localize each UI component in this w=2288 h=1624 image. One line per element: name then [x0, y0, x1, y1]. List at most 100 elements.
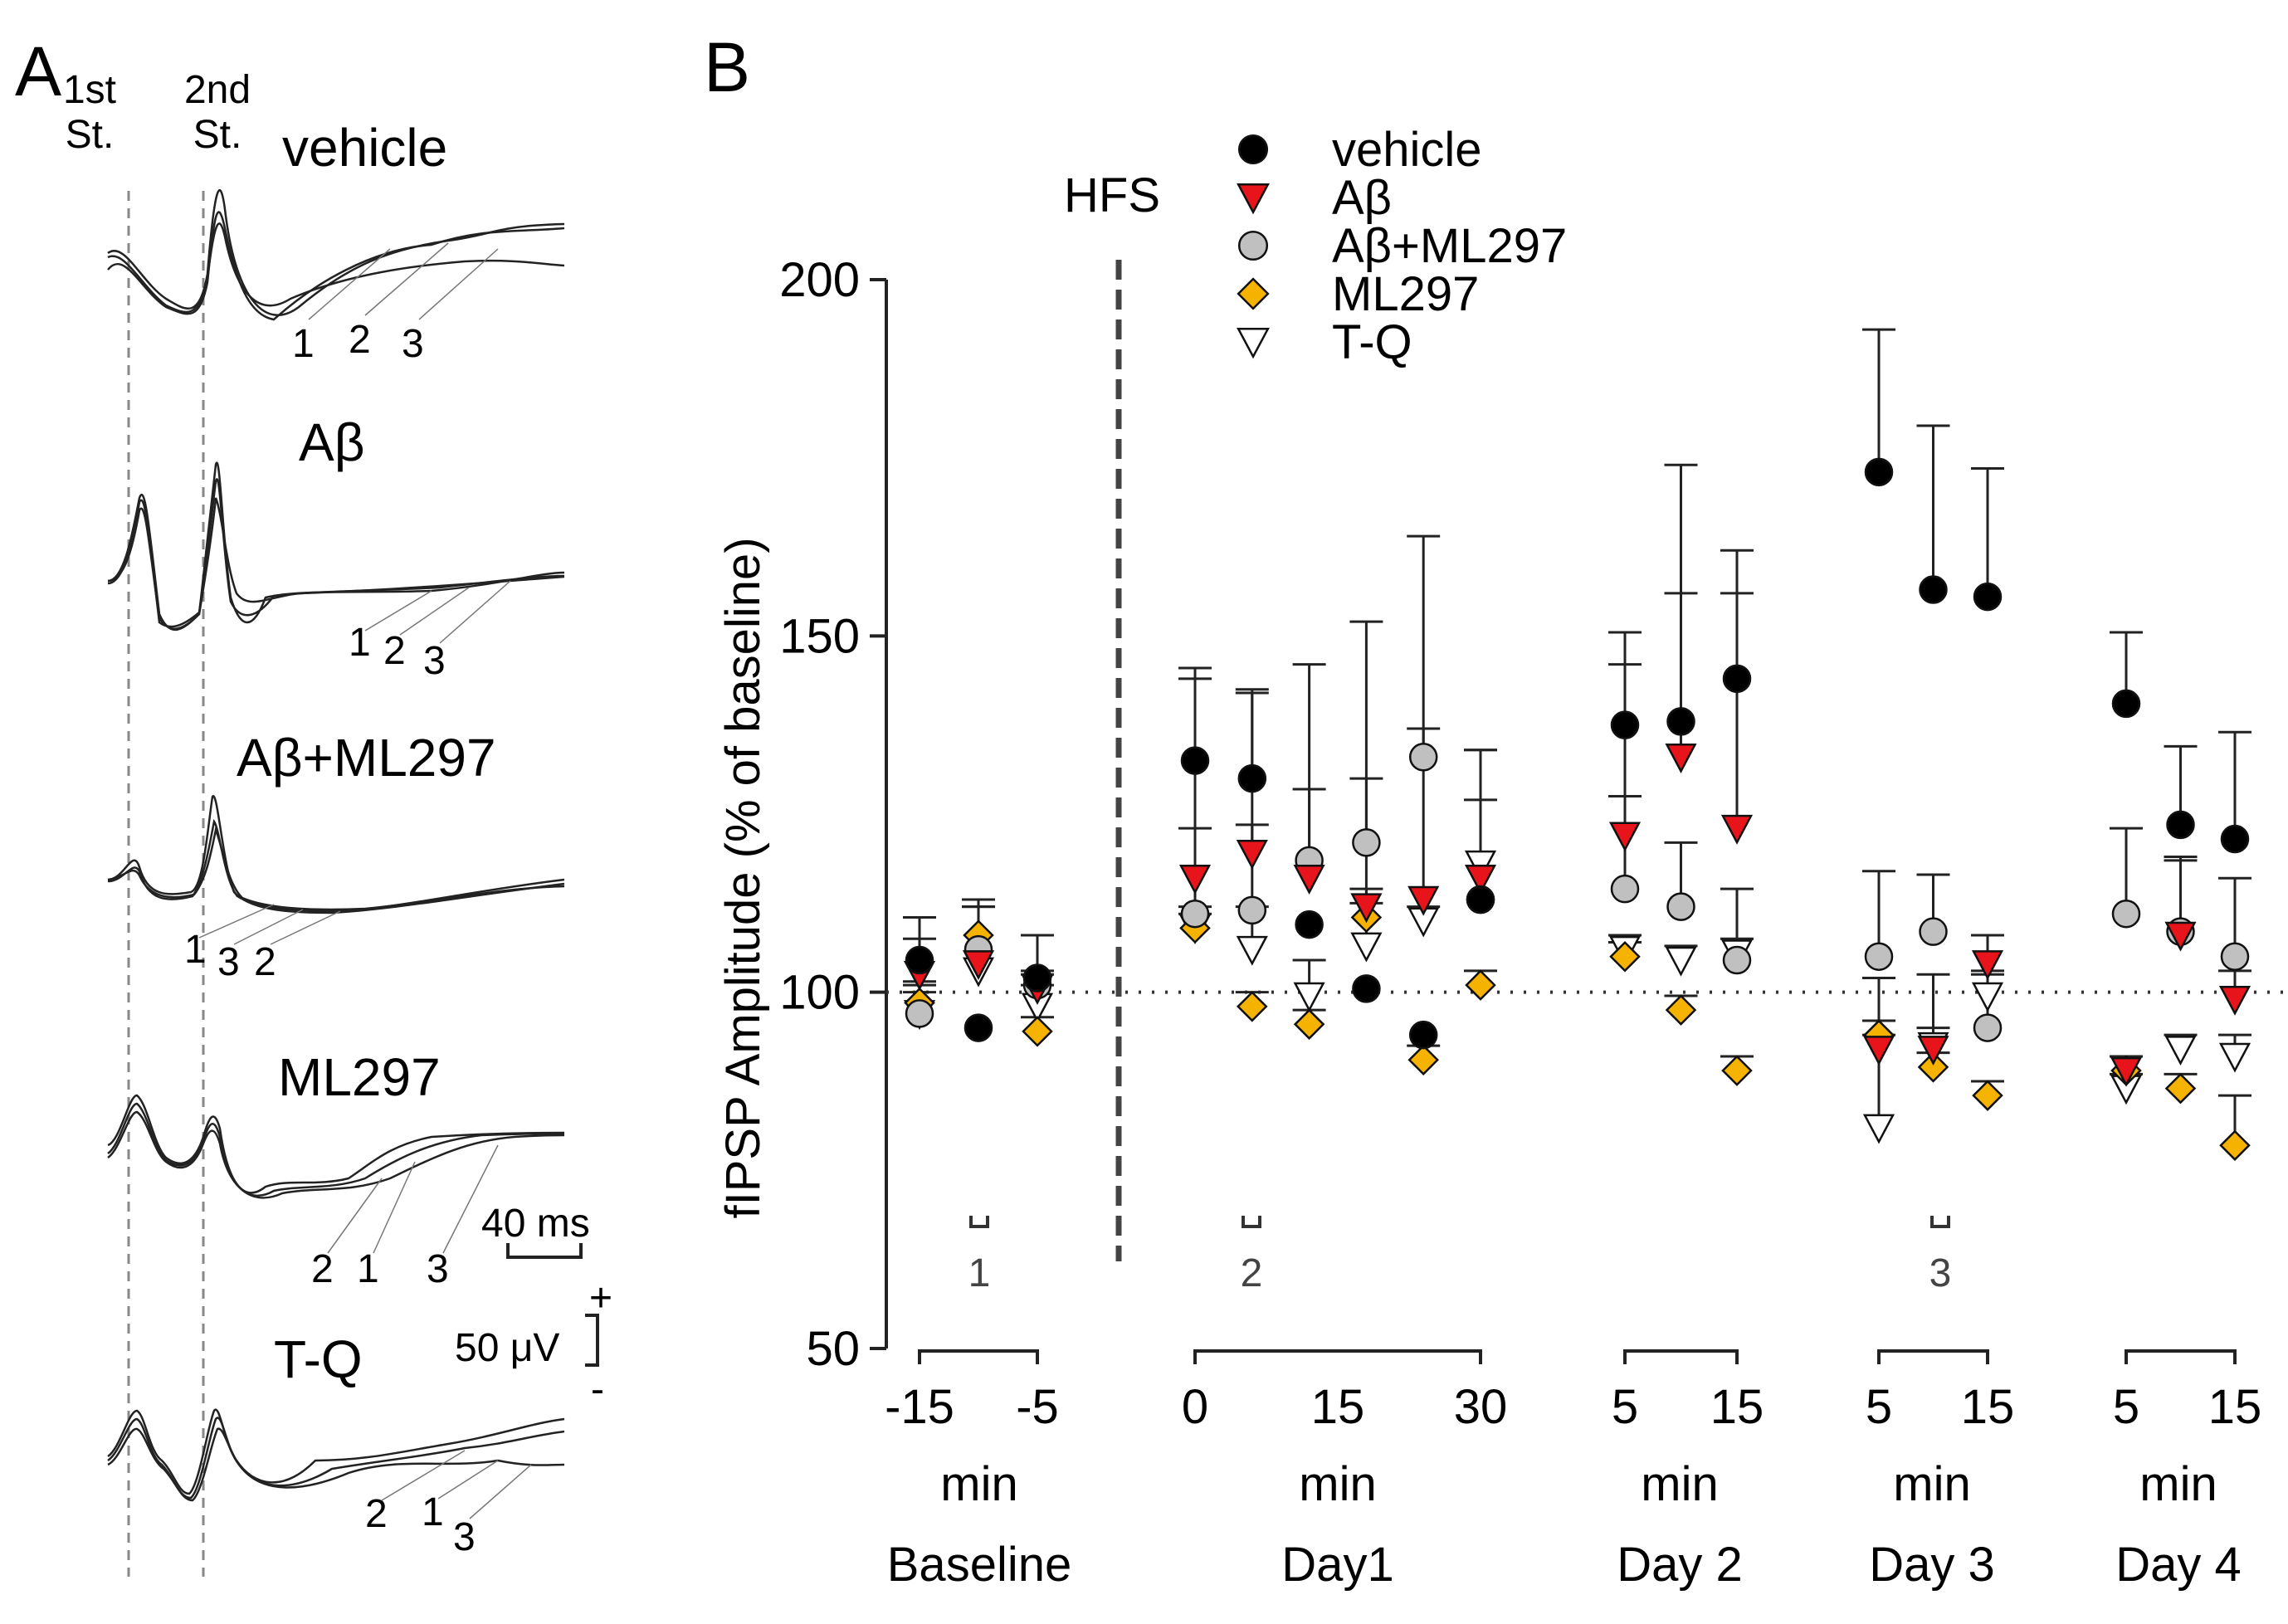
scale-time-label: 40 ms	[481, 1202, 590, 1246]
x-unit-label-day-3: min	[1893, 1457, 1970, 1511]
x-unit-label-day1: min	[1299, 1457, 1376, 1511]
traces-tq	[107, 1408, 565, 1502]
data-point-abeta	[1862, 1036, 1895, 1066]
marker-lines-abeta	[364, 580, 511, 644]
x-unit-label-day-4: min	[2139, 1457, 2217, 1511]
x-tick-label-day-2: 15	[1710, 1380, 1764, 1434]
period-label-3: 3	[1929, 1251, 1952, 1295]
data-point-vehicle	[1973, 582, 2003, 612]
x-tick-label-baseline: -15	[885, 1380, 954, 1434]
data-point-vehicle	[905, 945, 934, 975]
data-point-abeta-ml297	[1352, 828, 1381, 857]
data-point-t-q	[1862, 1114, 1895, 1144]
data-point-abeta-ml297	[1864, 942, 1894, 971]
scale-voltage-bar	[585, 1314, 599, 1367]
legend-label-abeta: Aβ	[1332, 171, 1392, 225]
trace-title-abeta: Aβ	[299, 412, 365, 472]
data-point-ml297	[1237, 991, 1268, 1022]
period-label-2: 2	[1241, 1251, 1263, 1295]
traces-abeta-ml297	[107, 795, 565, 914]
data-point-t-q	[1971, 982, 2004, 1012]
data-point-abeta-ml297	[1666, 892, 1695, 921]
panel-a-letter: A	[15, 32, 61, 110]
data-point-abeta	[1236, 839, 1268, 870]
hfs-label: HFS	[1064, 168, 1160, 222]
x-tick-label-day-3: 5	[1866, 1380, 1892, 1434]
data-point-t-q	[1236, 935, 1268, 966]
y-tick-label: 50	[806, 1322, 860, 1376]
svg-text:3: 3	[453, 1515, 476, 1559]
x-tick-label-day-4: 5	[2113, 1380, 2139, 1434]
legend-label-t-q: T-Q	[1332, 315, 1412, 369]
data-point-abeta	[1608, 822, 1642, 852]
legend-marker-t-q	[1237, 328, 1270, 359]
group-name-day-3: Day 3	[1869, 1538, 1995, 1592]
data-point-abeta	[2110, 1056, 2143, 1087]
data-point-abeta	[1350, 893, 1383, 924]
y-axis-label: fIPSP Amplitude (% of baseline)	[716, 537, 770, 1218]
panel-b-chart: B fIPSP Amplitude (% of baseline) 501001…	[704, 28, 2284, 1592]
markers-tq: 2 1 3	[365, 1490, 476, 1559]
data-point-abeta	[1720, 814, 1754, 845]
data-point-abeta-ml297	[2111, 899, 2141, 929]
svg-text:1: 1	[184, 928, 207, 972]
polarity-minus: -	[591, 1368, 604, 1412]
group-axes: -15 -5 min Baseline 0 15 30 min Day1 5 15 min Day 2 5…	[885, 1349, 2262, 1592]
legend-label-abeta-ml297: Aβ+ML297	[1332, 219, 1567, 273]
marker-lines-abeta-ml297	[198, 904, 341, 945]
x-tick-label-day1: 15	[1311, 1380, 1365, 1434]
data-point-ml297	[2164, 1072, 2197, 1105]
svg-text:3: 3	[427, 1247, 449, 1291]
data-point-t-q	[1293, 982, 1325, 1012]
data-point-ml297	[2219, 1129, 2251, 1162]
stim2-label-line2: St.	[193, 113, 242, 157]
panel-b-letter: B	[704, 28, 750, 106]
data-point-ml297	[1609, 940, 1641, 973]
data-point-abeta	[962, 950, 995, 980]
period-bracket-3	[1930, 1216, 1950, 1228]
data-point-t-q	[2164, 1036, 2197, 1066]
data-point-abeta-ml297	[1919, 917, 1948, 946]
data-point-vehicle	[1237, 763, 1267, 793]
period-bracket-1	[969, 1216, 989, 1228]
data-point-t-q	[2218, 1042, 2251, 1073]
scale-time-bar	[506, 1243, 583, 1259]
x-tick-label-baseline: -5	[1016, 1380, 1059, 1434]
data-point-abeta	[1971, 950, 2004, 980]
x-tick-label-day-4: 15	[2208, 1380, 2262, 1434]
legend-marker-abeta	[1237, 183, 1270, 215]
data-point-abeta-ml297	[2220, 942, 2250, 971]
trace-title-ml297: ML297	[278, 1047, 441, 1107]
trace-title-abeta-ml297: Aβ+ML297	[237, 728, 496, 788]
legend-marker-abeta-ml297	[1237, 230, 1269, 261]
data-point-vehicle	[2111, 689, 2141, 719]
svg-text:3: 3	[423, 639, 446, 683]
data-point-abeta	[2164, 921, 2197, 952]
data-point-abeta	[1293, 865, 1325, 895]
data-point-vehicle	[963, 1013, 993, 1042]
data-point-abeta-ml297	[1610, 874, 1640, 904]
group-bracket-day-2	[1623, 1349, 1739, 1364]
data-point-abeta-ml297	[1722, 945, 1752, 975]
markers-abeta: 1 2 3	[349, 621, 446, 683]
data-point-ml297	[1293, 1008, 1325, 1041]
panel-a-electrophysiology-traces: A 1st St. 2nd St. vehicle Aβ Aβ+ML297 ML…	[15, 32, 612, 1577]
svg-text:1: 1	[357, 1247, 379, 1291]
traces-ml297	[107, 1094, 565, 1199]
data-point-abeta	[1407, 885, 1440, 916]
data-point-abeta-ml297	[1180, 899, 1210, 929]
trace-title-vehicle: vehicle	[282, 118, 447, 178]
svg-text:3: 3	[217, 940, 240, 984]
data-point-vehicle	[1864, 457, 1894, 487]
data-point-abeta-ml297	[1408, 743, 1438, 772]
data-point-vehicle	[1666, 707, 1695, 736]
svg-text:1: 1	[292, 322, 315, 366]
x-unit-label-day-2: min	[1641, 1457, 1718, 1511]
y-tick-label: 200	[779, 253, 860, 307]
group-bracket-day-3	[1877, 1349, 1989, 1364]
data-point-ml297	[1972, 1080, 2003, 1111]
data-point-vehicle	[1408, 1020, 1438, 1050]
x-tick-label-day1: 0	[1182, 1380, 1208, 1434]
